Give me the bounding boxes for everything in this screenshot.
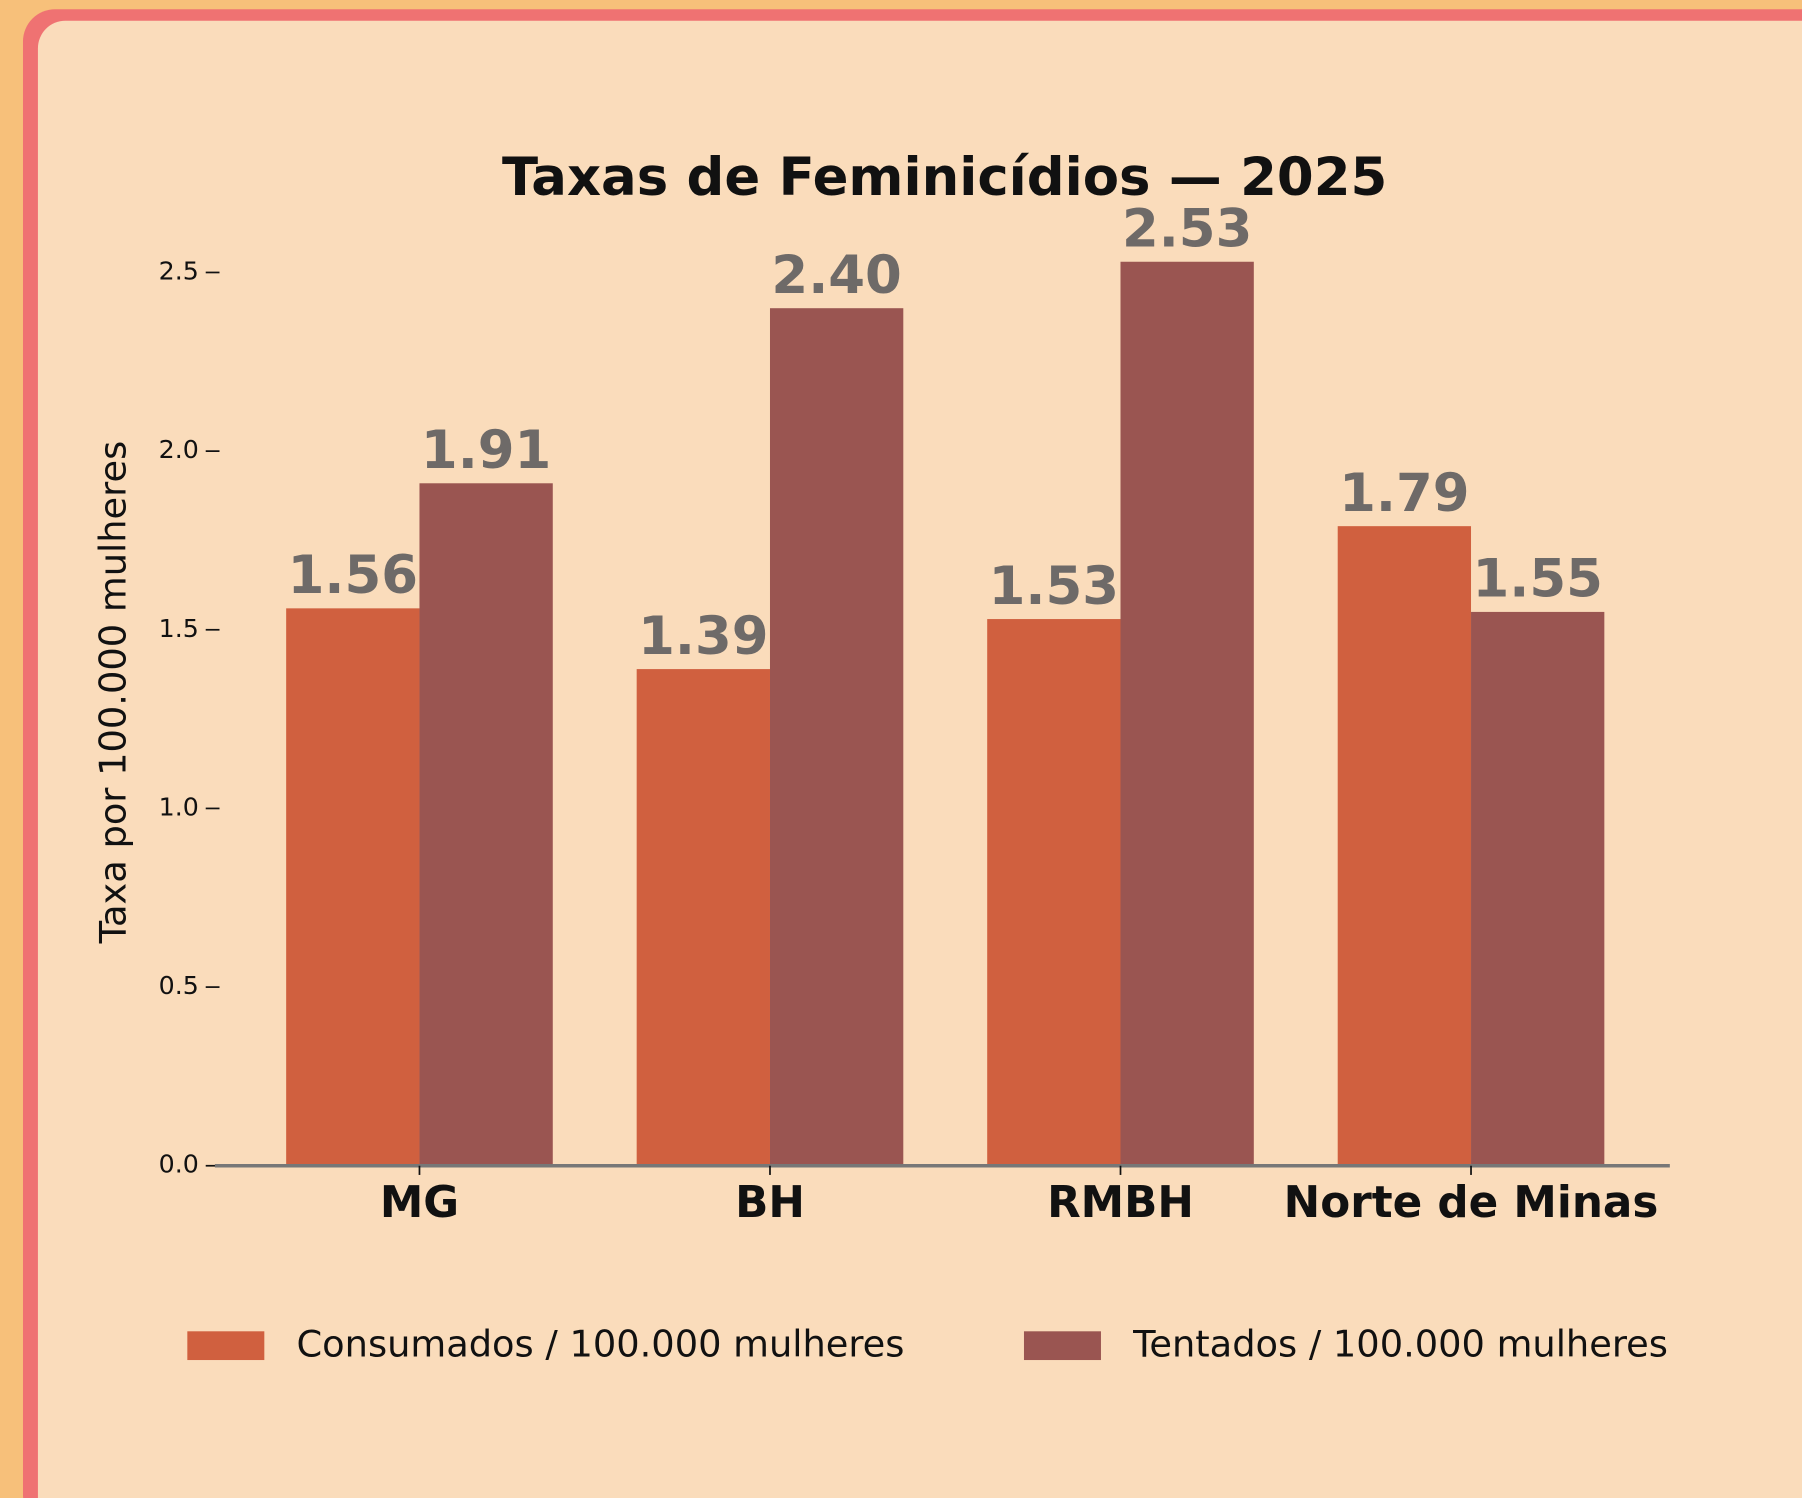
value-label: 1.39 [638, 606, 768, 667]
bar [987, 619, 1121, 1166]
x-tick-label: Norte de Minas [1284, 1177, 1659, 1228]
value-label: 2.53 [1122, 198, 1252, 259]
legend-swatch [1023, 1331, 1101, 1361]
chart-title: Taxas de Feminicídios — 2025 [502, 147, 1387, 208]
x-tick-label: RMBH [1047, 1177, 1194, 1228]
value-label: 1.56 [288, 545, 418, 606]
value-label: 1.79 [1339, 463, 1469, 524]
y-tick-label: 2.5 [159, 256, 199, 285]
bar [286, 608, 420, 1166]
bar [1120, 261, 1254, 1166]
y-tick-label: 0.5 [159, 971, 199, 1000]
bar [1471, 611, 1605, 1166]
legend-swatch [187, 1331, 265, 1361]
value-label: 2.40 [771, 245, 901, 306]
x-tick-label: MG [380, 1177, 459, 1228]
x-tick-label: BH [735, 1177, 805, 1228]
y-axis-label: Taxa por 100.000 mulheres [91, 441, 134, 945]
bar [769, 308, 904, 1166]
y-tick-label: 1.5 [159, 614, 199, 643]
bar [636, 669, 770, 1166]
value-label: 1.55 [1472, 549, 1602, 610]
legend-label: Tentados / 100.000 mulheres [1132, 1323, 1668, 1366]
y-tick-label: 2.0 [159, 435, 199, 464]
bar [419, 483, 553, 1166]
value-label: 1.91 [421, 420, 551, 481]
bar [1337, 526, 1472, 1166]
y-tick-label: 0.0 [159, 1150, 199, 1179]
legend-label: Consumados / 100.000 mulheres [297, 1323, 905, 1366]
value-label: 1.53 [989, 556, 1119, 617]
y-tick-label: 1.0 [159, 792, 199, 821]
